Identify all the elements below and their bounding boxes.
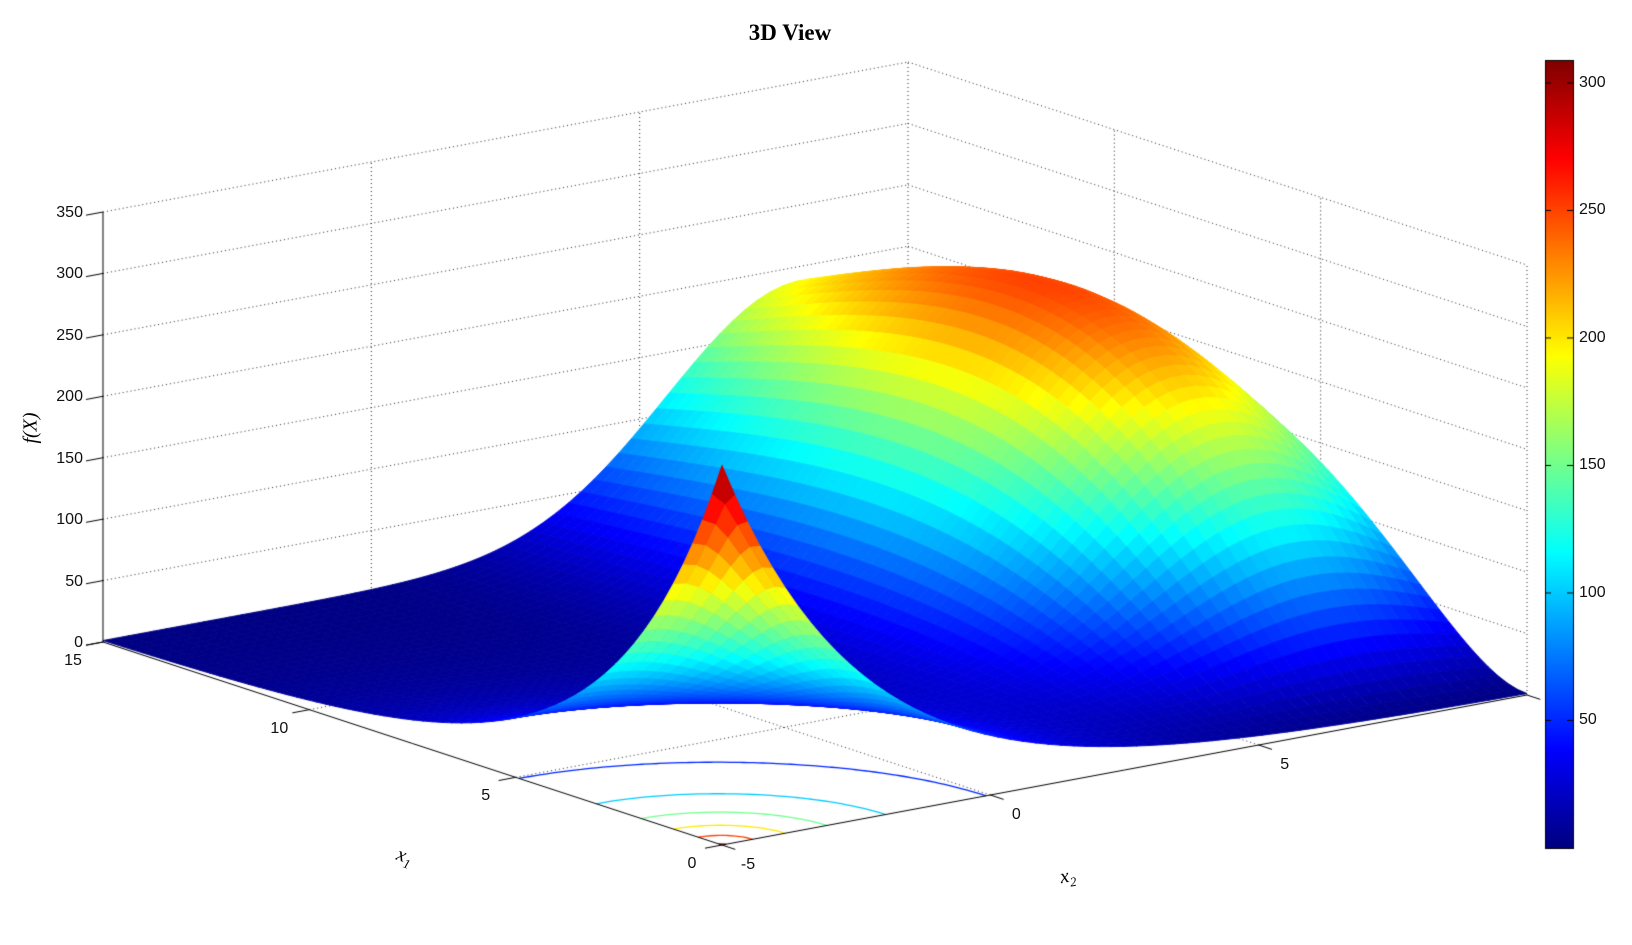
z-tick-label: 250 <box>56 326 83 344</box>
z-tick-label: 50 <box>65 572 83 590</box>
colorbar-tick-label: 250 <box>1579 201 1606 219</box>
colorbar-tick-label: 200 <box>1579 328 1606 346</box>
plot-title: 3D View <box>748 20 832 45</box>
colorbar-tick-label: 50 <box>1579 711 1597 729</box>
x1-axis-label: x1 <box>393 843 413 872</box>
x2-tick-label: 0 <box>1011 806 1021 823</box>
z-tick-label: 300 <box>56 265 83 283</box>
x2-axis-label: x2 <box>1058 864 1078 890</box>
z-tick-label: 200 <box>56 388 83 406</box>
x1-tick-label: 0 <box>687 855 697 872</box>
x1-tick-label: 5 <box>481 787 491 805</box>
colorbar-tick-label: 150 <box>1579 456 1606 474</box>
z-tick-label: 0 <box>74 634 83 651</box>
x1-tick-label: 10 <box>270 719 289 737</box>
z-axis-label: f(X) <box>19 412 42 444</box>
colorbar-tick-label: 100 <box>1579 583 1606 601</box>
z-tick-label: 100 <box>56 511 83 529</box>
x2-tick-label: -5 <box>740 856 756 873</box>
x2-tick-label: 5 <box>1280 756 1290 773</box>
colorbar-tick-label: 300 <box>1579 73 1606 91</box>
z-tick-label: 350 <box>56 204 83 221</box>
z-tick-label: 150 <box>56 449 83 467</box>
x1-tick-label: 15 <box>64 652 82 669</box>
